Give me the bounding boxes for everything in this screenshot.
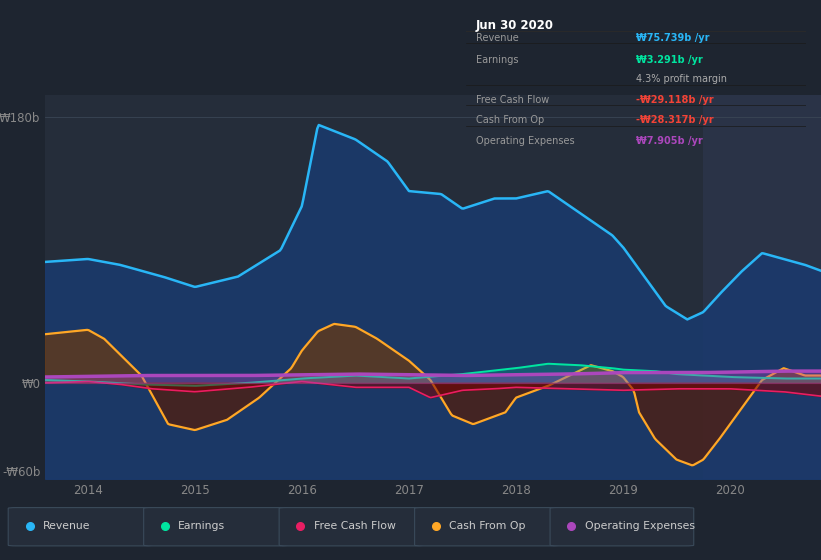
FancyBboxPatch shape xyxy=(415,507,558,546)
Bar xyxy=(704,95,821,479)
Text: ₩3.291b /yr: ₩3.291b /yr xyxy=(635,55,703,65)
Text: Earnings: Earnings xyxy=(178,521,225,531)
Text: Revenue: Revenue xyxy=(475,33,519,43)
Text: Free Cash Flow: Free Cash Flow xyxy=(314,521,396,531)
Text: ₩75.739b /yr: ₩75.739b /yr xyxy=(635,33,709,43)
Text: Jun 30 2020: Jun 30 2020 xyxy=(475,18,553,31)
FancyBboxPatch shape xyxy=(144,507,287,546)
Text: Revenue: Revenue xyxy=(43,521,90,531)
Text: Operating Expenses: Operating Expenses xyxy=(585,521,695,531)
FancyBboxPatch shape xyxy=(550,507,694,546)
Text: Cash From Op: Cash From Op xyxy=(475,115,544,125)
FancyBboxPatch shape xyxy=(8,507,152,546)
Text: -₩29.118b /yr: -₩29.118b /yr xyxy=(635,95,713,105)
Text: -₩28.317b /yr: -₩28.317b /yr xyxy=(635,115,713,125)
Text: Operating Expenses: Operating Expenses xyxy=(475,136,575,146)
Text: Cash From Op: Cash From Op xyxy=(449,521,525,531)
Text: Earnings: Earnings xyxy=(475,55,518,65)
Text: Free Cash Flow: Free Cash Flow xyxy=(475,95,549,105)
Text: 4.3% profit margin: 4.3% profit margin xyxy=(635,74,727,85)
FancyBboxPatch shape xyxy=(279,507,423,546)
Text: ₩7.905b /yr: ₩7.905b /yr xyxy=(635,136,703,146)
